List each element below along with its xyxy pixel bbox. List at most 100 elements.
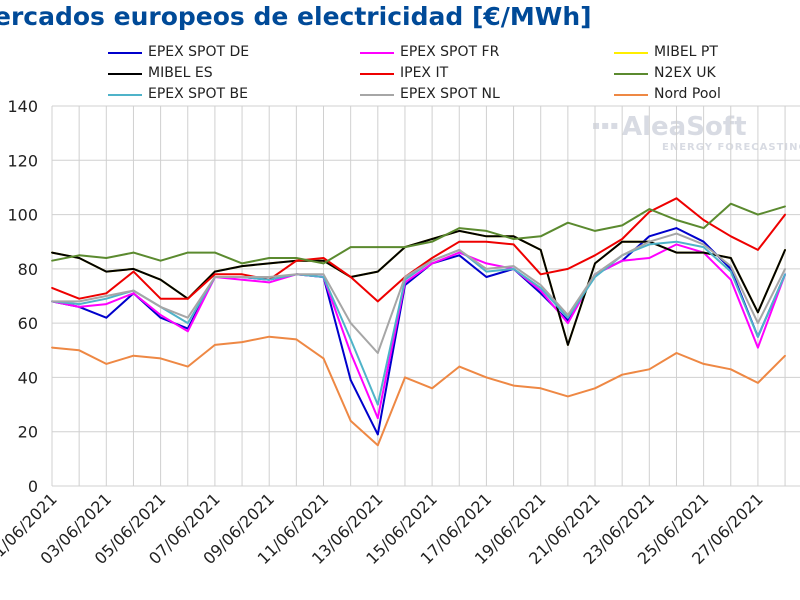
data-point-mibel-es [485,235,488,238]
data-point-epex-spot-nl [485,267,488,270]
legend-label: EPEX SPOT FR [400,44,500,60]
data-point-ipex-it [702,219,705,221]
data-point-n2ex-uk [757,213,759,216]
series-line-n2ex-uk [51,202,786,265]
data-point-nord-pool [186,365,189,368]
data-point-ipex-it [539,273,542,276]
data-point-n2ex-uk [702,227,705,230]
data-point-epex-spot-fr [159,314,162,316]
data-point-nord-pool [78,349,81,352]
data-point-ipex-it [566,267,569,270]
data-point-epex-spot-fr [621,259,624,262]
data-point-epex-spot-nl [404,276,406,278]
data-point-nord-pool [268,335,271,338]
y-tick-label: 100 [7,206,38,225]
data-point-epex-spot-nl [241,276,243,278]
data-point-epex-spot-fr [132,292,135,295]
data-point-ipex-it [621,238,624,240]
data-point-epex-spot-nl [268,276,271,278]
data-point-nord-pool [349,419,352,422]
logo-name: AleaSoft [622,112,747,142]
data-point-nord-pool [729,368,732,371]
data-point-ipex-it [757,248,759,251]
data-point-nord-pool [485,376,488,379]
legend-swatch [360,52,394,54]
data-point-n2ex-uk [485,229,488,232]
data-point-epex-spot-be [784,273,786,276]
data-point-n2ex-uk [594,229,596,232]
series-line-mibel-pt [51,229,787,346]
data-point-epex-spot-fr [241,278,243,281]
data-point-mibel-es [784,248,786,251]
data-point-epex-spot-be [512,267,515,270]
data-point-nord-pool [376,444,379,447]
data-point-n2ex-uk [349,246,352,249]
data-point-nord-pool [757,381,759,384]
data-point-ipex-it [675,197,678,200]
data-point-epex-spot-de [675,227,678,230]
data-point-epex-spot-nl [295,273,298,276]
logo-dots-icon: ▪▪▪ [592,118,620,132]
data-point-epex-spot-be [675,240,678,243]
data-point-epex-spot-nl [376,352,379,354]
data-point-mibel-es [159,278,162,281]
data-point-nord-pool [431,387,434,390]
y-tick-label: 20 [18,423,38,442]
data-point-nord-pool [648,368,651,371]
legend-label: IPEX IT [400,65,449,81]
data-point-epex-spot-nl [566,314,569,316]
data-point-epex-spot-nl [431,259,434,262]
data-point-mibel-es [268,262,271,265]
series-line-epex-spot-be [51,240,787,406]
data-point-ipex-it [105,292,108,295]
data-point-epex-spot-nl [675,232,678,235]
data-point-n2ex-uk [132,251,135,254]
chart-title: ercados europeos de electricidad [€/MWh] [0,2,592,31]
data-point-epex-spot-fr [349,352,352,354]
legend-label: EPEX SPOT NL [400,86,500,102]
data-point-epex-spot-be [376,403,379,406]
data-point-nord-pool [458,365,461,368]
data-point-n2ex-uk [322,262,325,265]
data-point-n2ex-uk [566,221,569,224]
data-point-n2ex-uk [512,238,515,240]
data-point-epex-spot-be [539,286,542,289]
series-line-epex-spot-fr [51,243,787,420]
data-point-mibel-es [702,251,705,254]
data-point-ipex-it [349,276,352,278]
data-point-ipex-it [214,273,216,276]
data-point-epex-spot-be [105,297,108,300]
data-point-nord-pool [214,343,216,346]
data-point-epex-spot-be [485,270,488,273]
data-point-epex-spot-nl [159,305,162,308]
data-point-ipex-it [241,273,243,276]
data-point-epex-spot-fr [376,417,379,420]
data-point-mibel-es [431,238,434,240]
data-point-ipex-it [78,297,81,300]
data-point-n2ex-uk [186,251,189,254]
data-point-epex-spot-nl [648,240,651,243]
data-point-epex-spot-de [702,240,705,243]
data-point-nord-pool [566,395,569,398]
data-point-ipex-it [322,257,325,259]
legend-swatch [614,73,648,75]
data-point-epex-spot-de [458,254,461,257]
legend-swatch [108,52,142,54]
y-tick-label: 120 [7,151,38,170]
data-point-epex-spot-be [78,303,81,306]
data-point-ipex-it [51,286,53,289]
data-point-mibel-es [594,262,596,265]
legend-label: EPEX SPOT BE [148,86,248,102]
data-point-epex-spot-nl [594,273,596,276]
data-point-ipex-it [784,213,786,216]
legend-swatch [360,73,394,75]
data-point-epex-spot-nl [349,322,352,325]
data-point-mibel-es [539,248,542,251]
series-line-epex-spot-de [51,227,787,436]
y-tick-label: 80 [18,260,38,279]
data-point-mibel-es [51,251,53,254]
data-point-nord-pool [241,341,243,344]
data-point-n2ex-uk [675,219,678,221]
legend-label: N2EX UK [654,65,716,81]
